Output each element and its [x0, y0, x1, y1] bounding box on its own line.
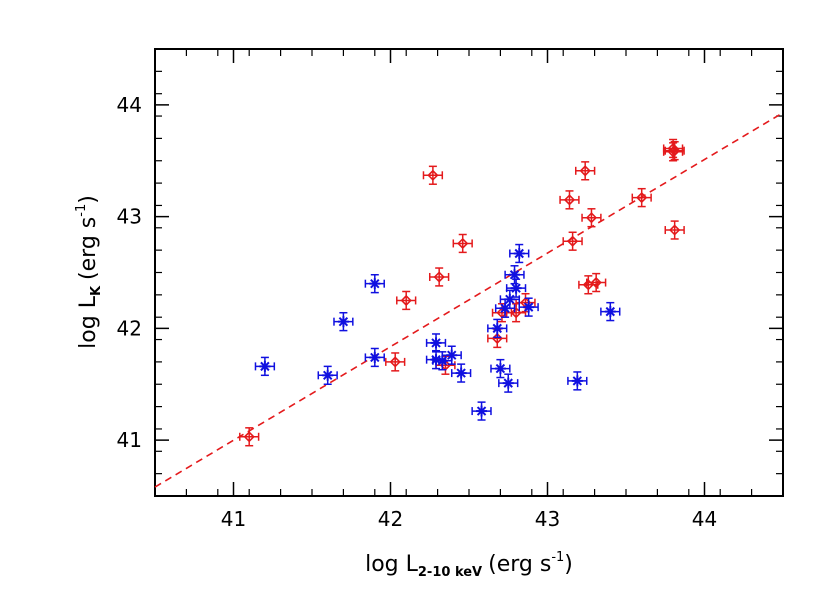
blue-asterisk-point — [364, 273, 385, 294]
blue-asterisk-point — [317, 365, 338, 385]
red-diamond-point — [452, 233, 473, 254]
y-tick-label: 41 — [117, 428, 142, 452]
x-tick-label: 43 — [535, 507, 560, 531]
blue-asterisk-point — [567, 371, 588, 391]
red-diamond-point — [505, 303, 527, 323]
red-diamond-point — [664, 220, 685, 240]
red-diamond-point — [575, 161, 596, 181]
data-points — [239, 138, 685, 447]
red-diamond-point — [664, 141, 685, 161]
red-diamond-point — [631, 187, 652, 208]
blue-asterisk-point — [333, 311, 354, 332]
blue-asterisk-point — [505, 278, 527, 298]
blue-asterisk-point — [518, 297, 539, 317]
blue-asterisk-point — [600, 301, 621, 322]
blue-asterisk-point — [471, 401, 492, 421]
x-tick-label: 42 — [378, 507, 403, 531]
blue-asterisk-point — [425, 333, 447, 353]
y-tick-label: 44 — [117, 93, 142, 117]
blue-asterisk-point — [254, 356, 276, 377]
red-diamond-point — [429, 267, 450, 287]
red-diamond-point — [562, 231, 583, 251]
blue-asterisk-point — [498, 373, 519, 393]
fit-line-path — [154, 112, 784, 488]
y-axis-title: log LK(erg s-1) — [74, 195, 104, 349]
axis-ticks: 41 42 43 44 41 42 43 44 — [117, 48, 784, 531]
blue-asterisk-point — [450, 363, 472, 383]
red-diamond-point — [422, 165, 444, 185]
red-diamond-point — [586, 272, 607, 293]
blue-asterisk-point — [364, 347, 385, 368]
x-tick-label: 44 — [692, 507, 717, 531]
red-diamond-point — [396, 290, 417, 311]
red-diamond-point — [239, 427, 260, 447]
x-axis-title: log L2-10 keV (erg s-1) — [365, 550, 573, 580]
fit-line — [154, 112, 784, 488]
blue-asterisk-point — [487, 318, 508, 339]
y-tick-label: 43 — [117, 205, 142, 229]
x-tick-label: 41 — [221, 507, 246, 531]
blue-asterisk-point — [441, 345, 462, 365]
red-diamond-point — [385, 352, 406, 372]
red-diamond-point — [559, 190, 580, 210]
blue-asterisk-point — [490, 358, 511, 379]
blue-asterisk-point — [504, 265, 525, 285]
y-tick-label: 42 — [117, 316, 142, 340]
red-diamond-point — [581, 208, 602, 228]
blue-asterisk-point — [509, 243, 530, 264]
